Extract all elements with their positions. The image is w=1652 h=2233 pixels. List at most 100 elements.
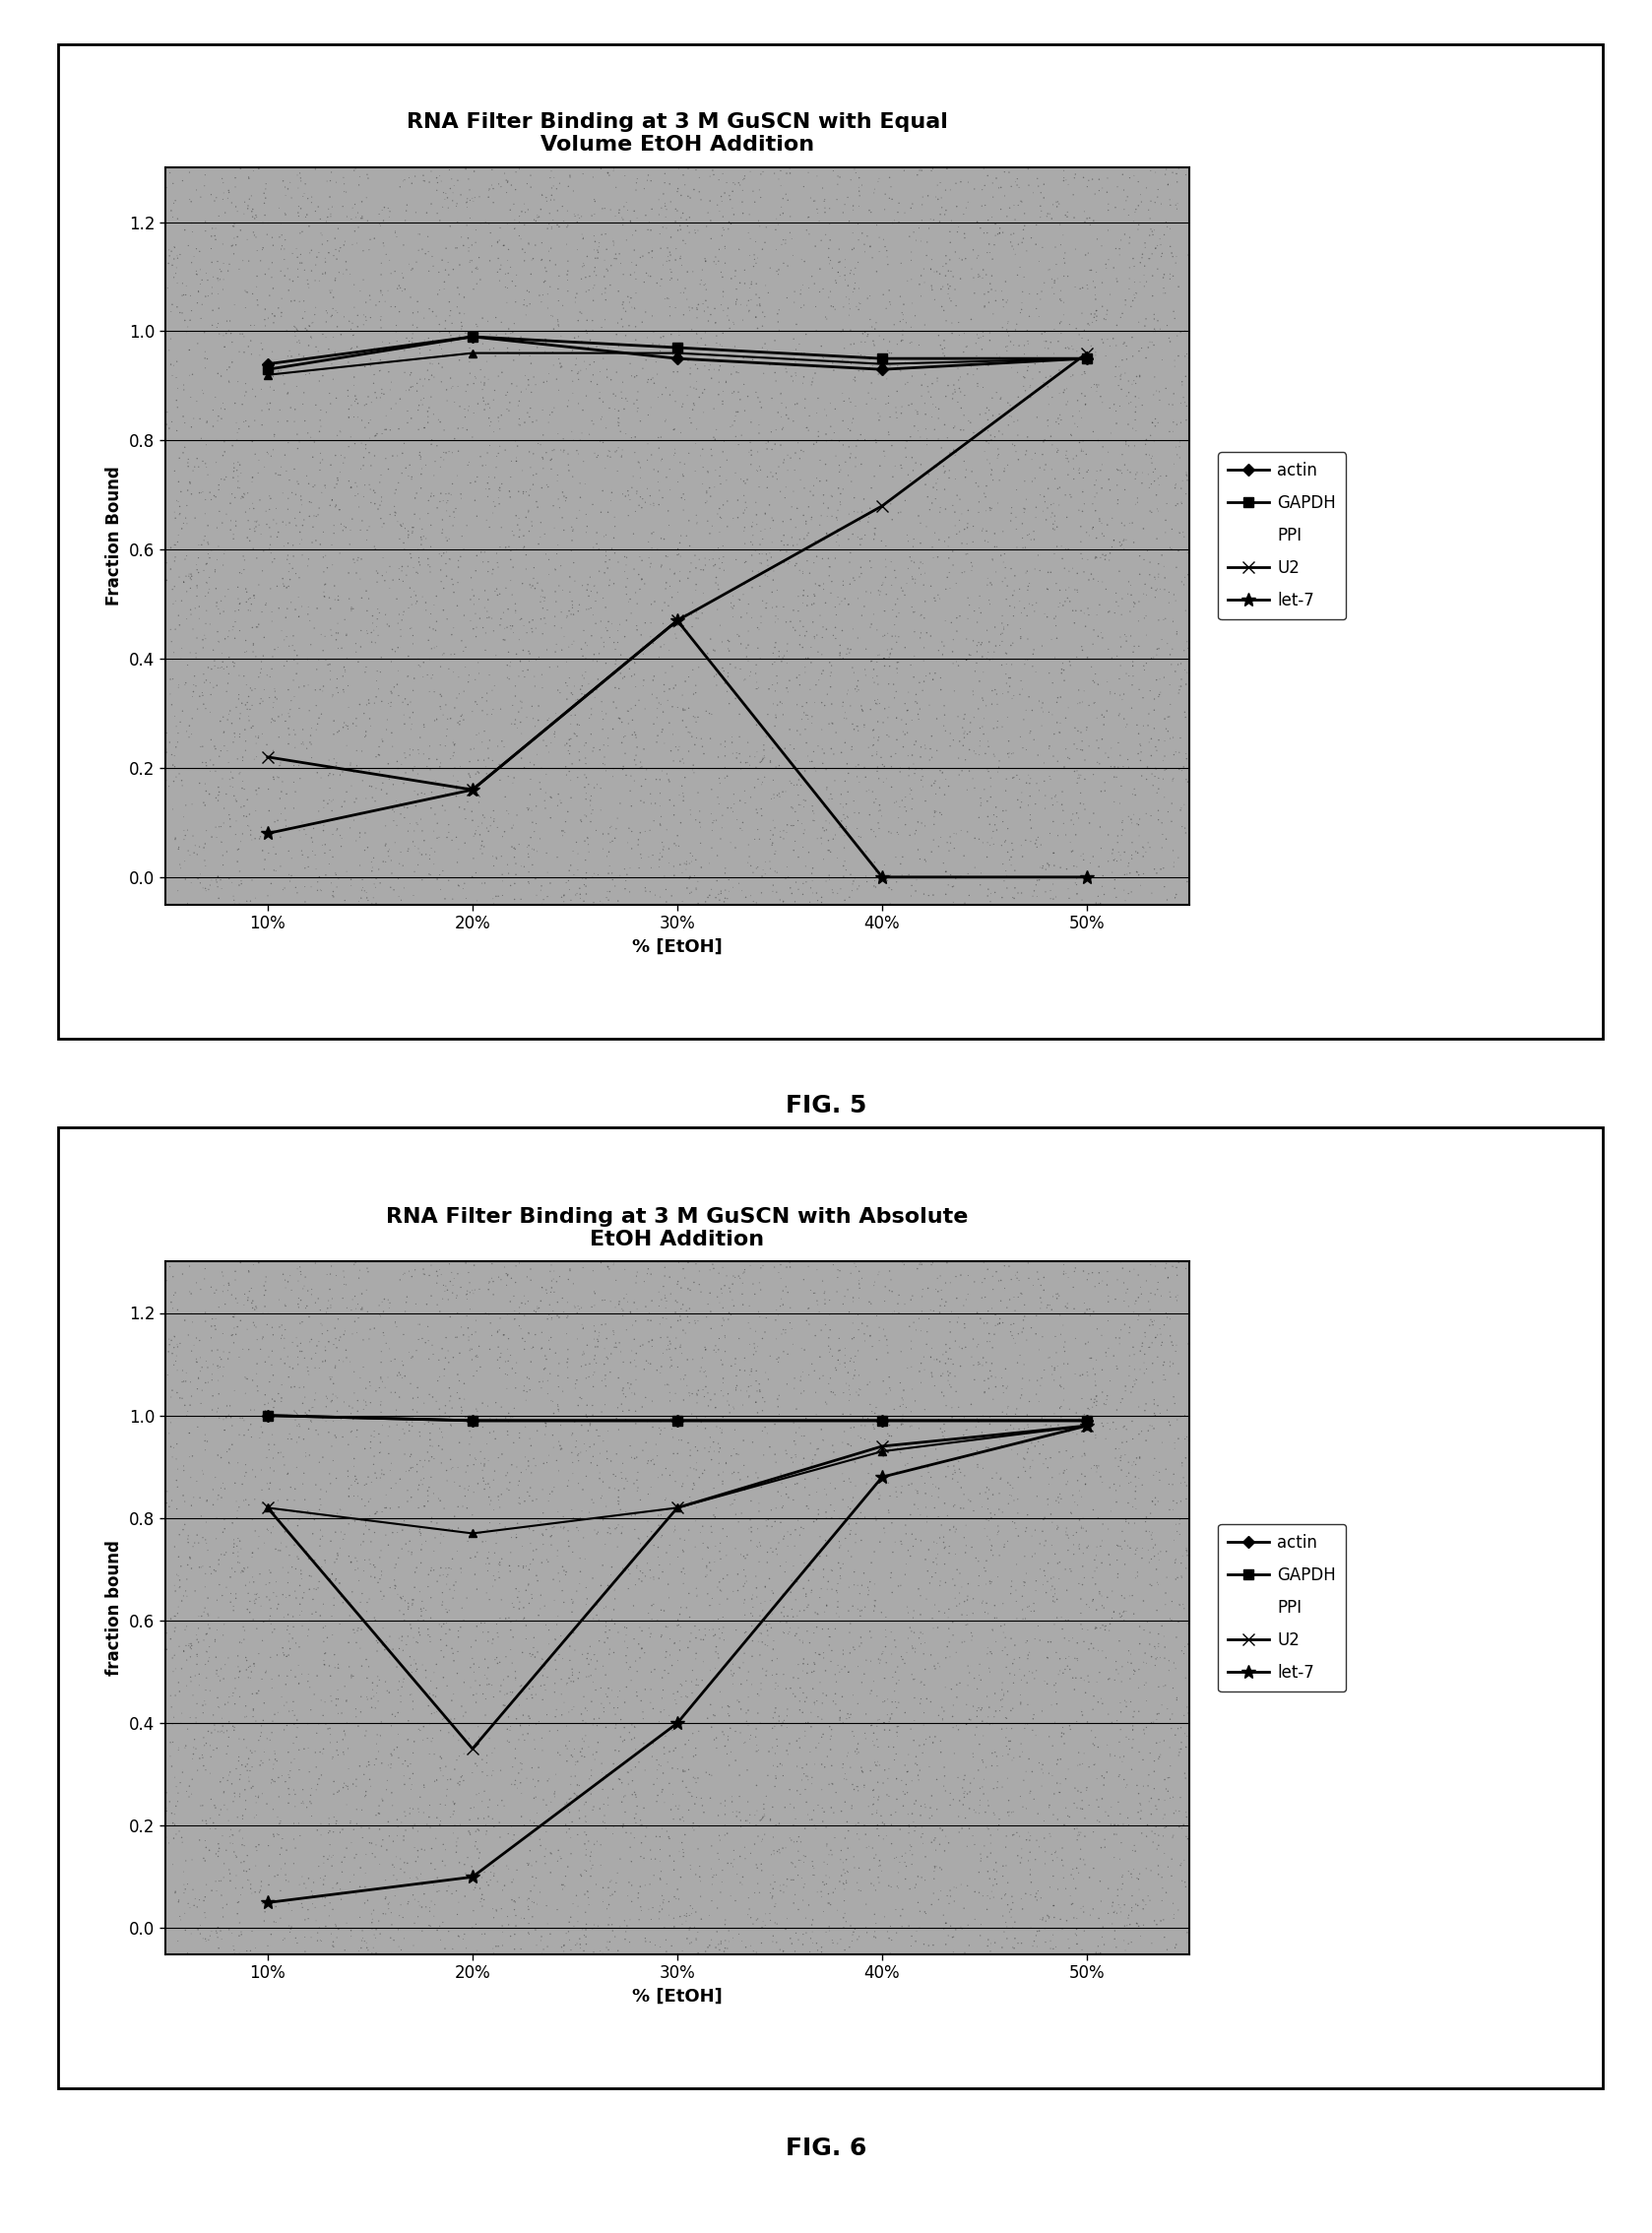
Point xyxy=(695,194,722,230)
Point xyxy=(233,688,259,723)
Point xyxy=(527,1873,553,1909)
Point xyxy=(583,1708,610,1744)
Point xyxy=(226,1679,253,1715)
Point xyxy=(403,1286,430,1322)
Point xyxy=(428,476,454,511)
Point xyxy=(752,299,778,335)
Point xyxy=(276,1771,302,1806)
Point xyxy=(983,284,1009,319)
Point xyxy=(616,1925,643,1961)
Point xyxy=(705,1320,732,1355)
Point xyxy=(621,741,648,777)
Point xyxy=(1085,1255,1112,1291)
Point xyxy=(178,246,205,281)
Point xyxy=(968,1693,995,1728)
Point xyxy=(1110,1740,1137,1775)
Point xyxy=(365,491,392,527)
Point xyxy=(950,1786,976,1822)
Point xyxy=(439,1635,466,1670)
Point xyxy=(266,1657,292,1693)
Point xyxy=(441,1806,468,1842)
Point xyxy=(819,1552,846,1588)
Point xyxy=(738,601,765,636)
Point xyxy=(882,735,909,770)
Point xyxy=(915,1554,942,1590)
Point xyxy=(757,744,783,779)
Point xyxy=(958,1431,985,1467)
Point xyxy=(783,744,809,779)
Point xyxy=(477,404,504,440)
Point xyxy=(1077,308,1104,344)
Point xyxy=(927,1344,953,1380)
Point xyxy=(197,1728,223,1764)
Point xyxy=(1112,507,1138,543)
Point xyxy=(235,1576,261,1612)
Point xyxy=(372,1369,398,1405)
Point xyxy=(378,1936,405,1972)
Point xyxy=(724,739,750,775)
Point xyxy=(1066,672,1092,708)
Point xyxy=(466,784,492,820)
Point xyxy=(947,757,973,793)
Point xyxy=(496,1601,522,1637)
Point xyxy=(185,1610,211,1646)
Point xyxy=(307,409,334,444)
Point xyxy=(530,1657,557,1693)
Point xyxy=(998,552,1024,587)
Point xyxy=(477,1306,504,1342)
Point xyxy=(406,1413,433,1449)
Point xyxy=(1153,1588,1180,1623)
Point xyxy=(259,270,286,306)
Point xyxy=(1056,167,1082,203)
Point xyxy=(1108,1380,1135,1416)
Point xyxy=(795,543,821,578)
Point xyxy=(1009,775,1036,811)
Point xyxy=(253,1273,279,1309)
Point xyxy=(502,857,529,893)
Point xyxy=(1029,1400,1056,1436)
Point xyxy=(580,1485,606,1521)
Point xyxy=(1028,1291,1054,1326)
Point xyxy=(555,1463,582,1498)
Point xyxy=(933,1878,960,1914)
Point xyxy=(231,319,258,355)
Point xyxy=(1153,1295,1180,1331)
Point xyxy=(1168,1632,1194,1668)
Point xyxy=(818,275,844,310)
Point xyxy=(682,1641,709,1677)
Point xyxy=(849,167,876,203)
Point xyxy=(206,1715,233,1751)
Point xyxy=(416,1889,443,1925)
Point xyxy=(408,1532,434,1568)
Point xyxy=(691,395,717,431)
Point xyxy=(1176,353,1203,389)
Point xyxy=(710,1934,737,1970)
Point xyxy=(529,226,555,261)
Point xyxy=(1052,330,1079,366)
Point xyxy=(453,1454,479,1489)
Point xyxy=(430,174,456,210)
Point xyxy=(852,518,879,554)
Point xyxy=(1138,1516,1165,1552)
Point xyxy=(582,232,608,268)
Point xyxy=(828,1527,854,1563)
Point xyxy=(775,1527,801,1563)
Point xyxy=(1051,1655,1077,1690)
Point xyxy=(805,1597,831,1632)
Point xyxy=(735,826,762,862)
Point xyxy=(735,614,762,650)
Point xyxy=(388,1804,415,1840)
Point xyxy=(221,1554,248,1590)
Point xyxy=(628,1563,654,1599)
Point xyxy=(600,223,626,259)
Point xyxy=(1009,226,1036,261)
Point xyxy=(1165,150,1191,185)
Point xyxy=(808,1570,834,1606)
Point xyxy=(512,194,539,230)
Point xyxy=(472,632,499,668)
Point xyxy=(582,770,608,806)
Point xyxy=(157,346,183,382)
Point xyxy=(292,357,319,393)
Point xyxy=(330,1722,357,1757)
Point xyxy=(656,1581,682,1617)
